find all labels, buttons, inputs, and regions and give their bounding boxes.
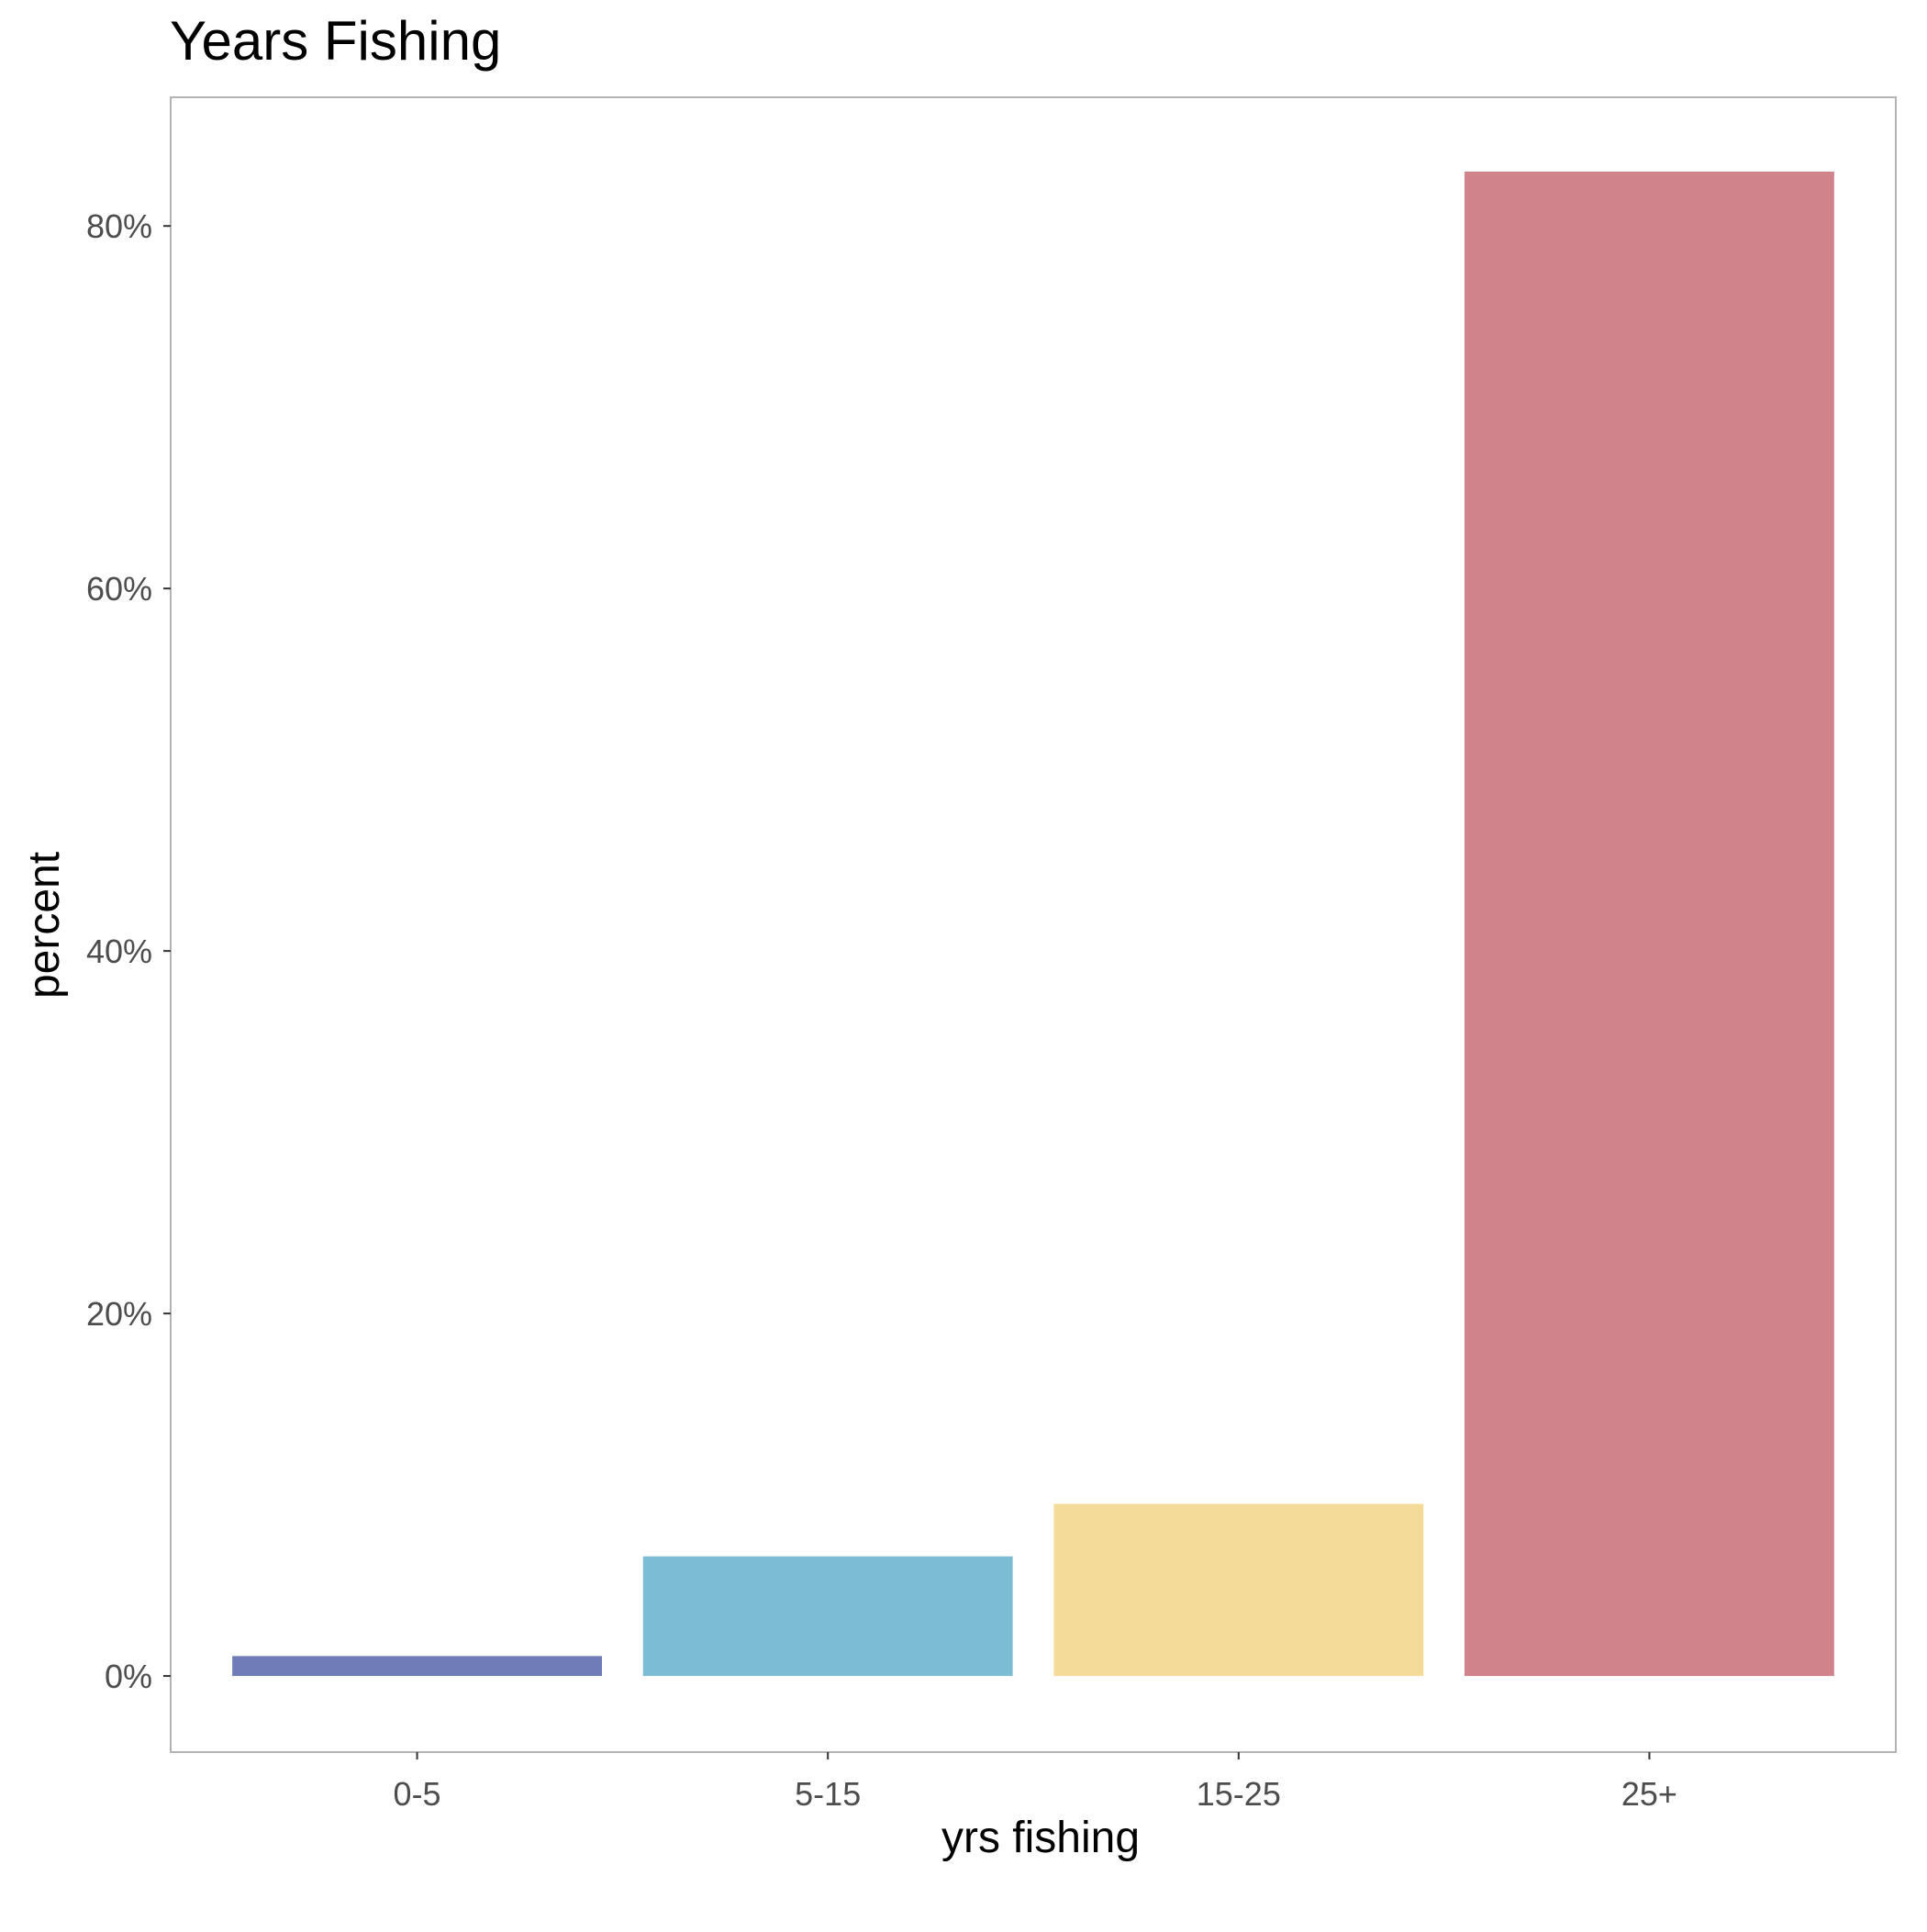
bar-0-5 — [232, 1656, 602, 1677]
y-tick-label: 20% — [86, 1295, 152, 1333]
y-axis: 0% 20% 40% 60% 80% — [86, 207, 171, 1695]
x-tick-label: 0-5 — [394, 1775, 441, 1813]
y-tick-label: 80% — [86, 207, 152, 245]
bar-25+ — [1465, 171, 1834, 1677]
bar-5-15 — [642, 1556, 1013, 1677]
bar-15-25 — [1053, 1503, 1424, 1677]
y-tick-label: 40% — [86, 932, 152, 970]
chart-title: Years Fishing — [170, 10, 502, 72]
bars-layer — [232, 171, 1834, 1677]
x-tick-label: 25+ — [1621, 1775, 1677, 1813]
x-tick-label: 15-25 — [1197, 1775, 1281, 1813]
plot-panel-border — [170, 96, 1897, 1753]
y-tick-label: 60% — [86, 570, 152, 608]
y-axis-label: percent — [20, 852, 69, 999]
y-tick-label: 0% — [105, 1658, 152, 1695]
x-tick-label: 5-15 — [795, 1775, 861, 1813]
x-axis-label: yrs fishing — [941, 1814, 1140, 1862]
x-axis: 0-5 5-15 15-25 25+ — [394, 1752, 1677, 1813]
